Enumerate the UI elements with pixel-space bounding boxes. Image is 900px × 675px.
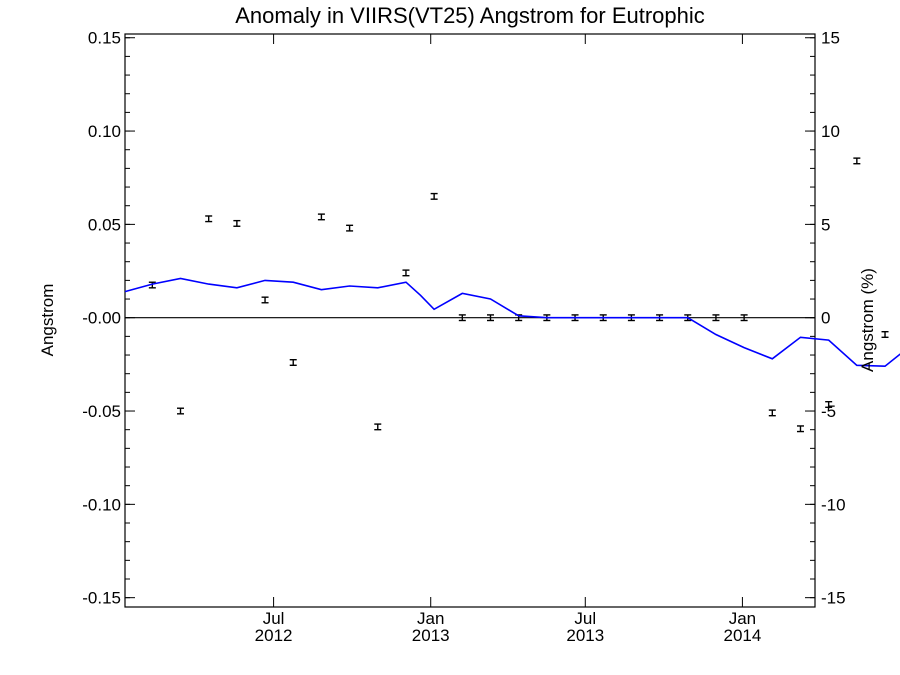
x-tick-label-year: 2013: [412, 626, 450, 645]
data-point: [233, 219, 241, 227]
x-tick-label-month: Jan: [729, 609, 756, 628]
data-point: [289, 358, 297, 366]
data-point: [796, 425, 804, 433]
x-tick-label-month: Jul: [574, 609, 596, 628]
y-tick-label-left: 0.10: [88, 122, 121, 141]
data-point: [881, 330, 889, 338]
x-tick-label-year: 2014: [723, 626, 761, 645]
data-point: [317, 213, 325, 221]
y-tick-label-left: -0.10: [82, 495, 121, 514]
data-point: [430, 192, 438, 200]
plot-frame: [124, 33, 816, 608]
data-point: [205, 215, 213, 223]
data-point: [402, 269, 410, 277]
data-point: [261, 296, 269, 304]
y-tick-label-left: -0.00: [82, 309, 121, 328]
data-point: [768, 409, 776, 417]
data-point: [853, 157, 861, 165]
y-tick-label-right: 0: [821, 309, 830, 328]
data-point: [458, 314, 466, 322]
y-tick-label-right: 5: [821, 215, 830, 234]
blue-percent-line: [124, 277, 900, 368]
chart-title: Anomaly in VIIRS(VT25) Angstrom for Eutr…: [235, 3, 705, 28]
data-point: [712, 314, 720, 322]
x-tick-label-year: 2013: [566, 626, 604, 645]
y-tick-label-left: 0.05: [88, 215, 121, 234]
y-tick-label-left: -0.05: [82, 402, 121, 421]
x-tick-label-month: Jan: [417, 609, 444, 628]
data-point: [740, 314, 748, 322]
series-layer: [124, 157, 900, 433]
data-point: [374, 423, 382, 431]
y-axis-label-left: Angstrom: [38, 284, 57, 357]
data-point: [825, 400, 833, 408]
data-point: [177, 407, 185, 415]
x-tick-label-year: 2012: [255, 626, 293, 645]
y-tick-label-right: -5: [821, 402, 836, 421]
data-point: [486, 314, 494, 322]
ticks-layer: 0.15 0.10 0.05 -0.00 -0.05 -0.10 -0.15 15 10 5 0 -5…: [82, 29, 845, 645]
y-tick-label-right: -15: [821, 589, 846, 608]
y-tick-label-right: -10: [821, 495, 846, 514]
y-tick-label-left: -0.15: [82, 589, 121, 608]
y-tick-label-right: 10: [821, 122, 840, 141]
data-point: [346, 224, 354, 232]
x-tick-label-month: Jul: [263, 609, 285, 628]
data-point: [148, 281, 156, 289]
y-tick-label-right: 15: [821, 29, 840, 48]
y-axis-label-right: Angstrom (%): [858, 268, 877, 372]
y-tick-label-left: 0.15: [88, 29, 121, 48]
